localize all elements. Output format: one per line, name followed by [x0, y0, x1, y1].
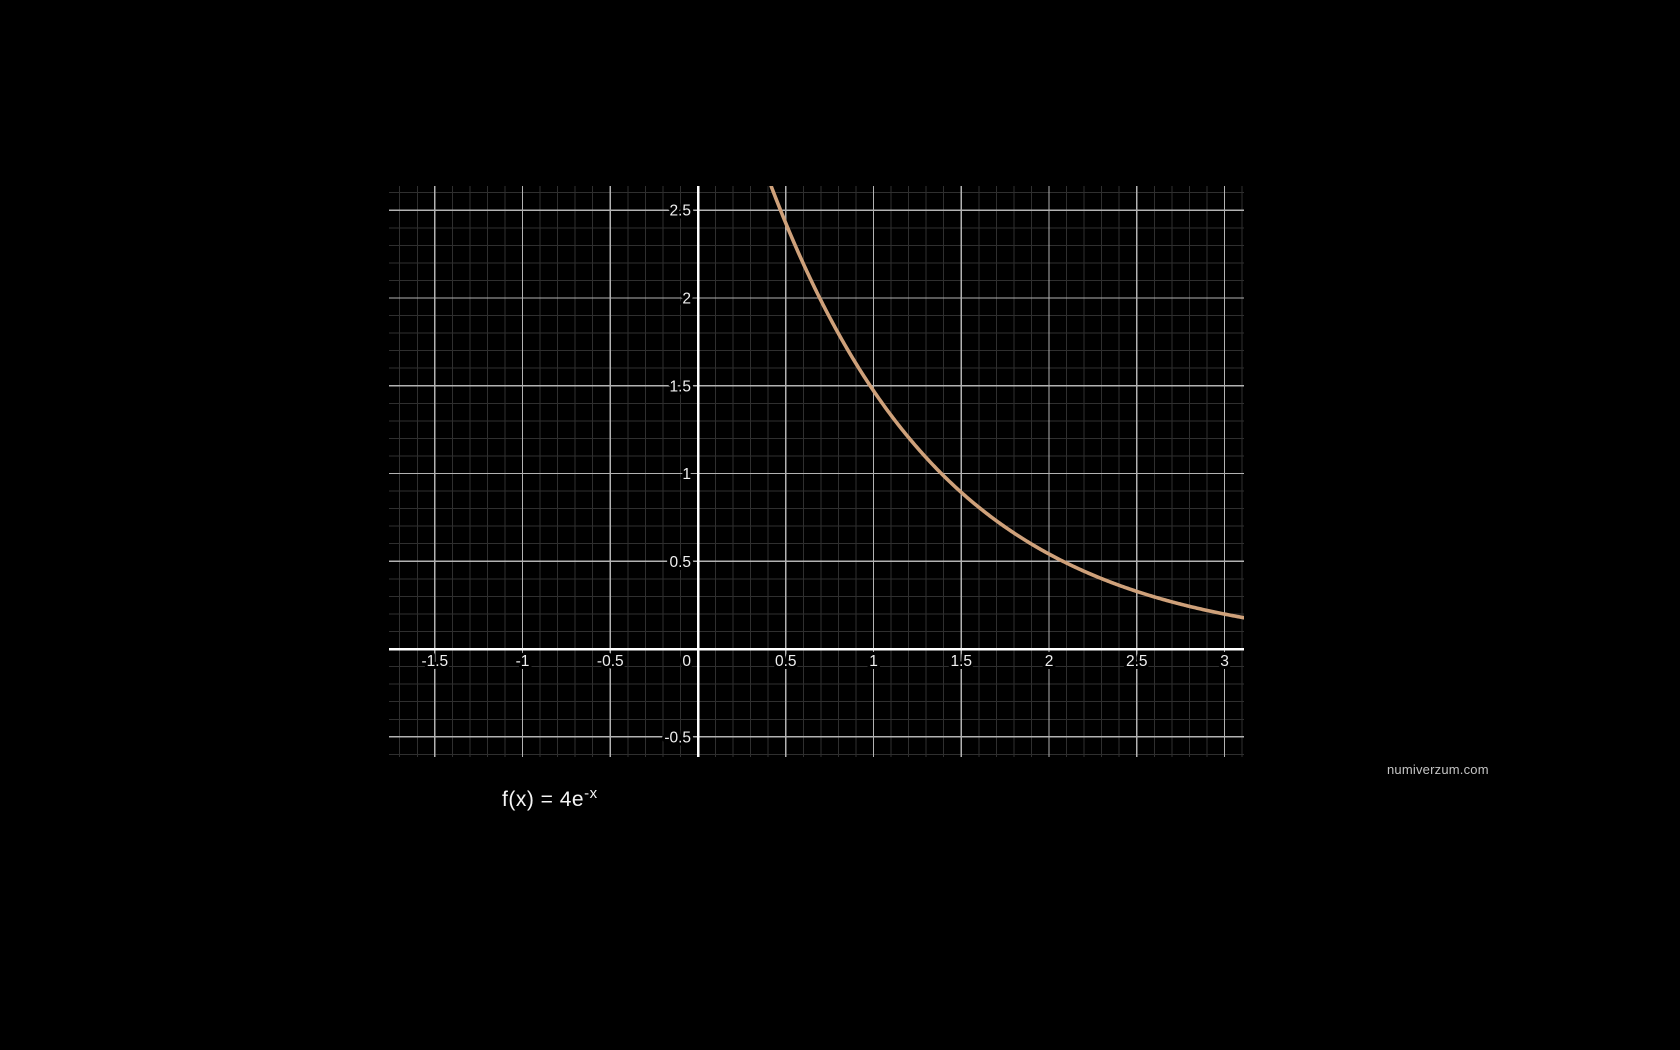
y-tick-label: 2.5 — [669, 203, 691, 220]
axis-tick-labels: -1.5 -1 -0.5 0 0.5 1 1.5 2 2.5 3 2.5 2 1.5 1 0.5 -0.5 — [418, 200, 1231, 750]
x-tick-label: -1 — [516, 653, 530, 670]
curve-line — [769, 186, 1244, 620]
x-tick-label: 2.5 — [1126, 653, 1148, 670]
x-tick-label: 1.5 — [951, 653, 973, 670]
y-tick-label: -0.5 — [664, 729, 691, 746]
function-label-main: f(x) = 4e — [502, 788, 585, 811]
y-tick-label: 1 — [682, 466, 691, 483]
x-tick-label: 2 — [1045, 653, 1054, 670]
x-tick-label: -0.5 — [597, 653, 624, 670]
function-label-exponent: -x — [584, 785, 598, 802]
x-tick-label: 3 — [1220, 653, 1229, 670]
x-tick-label: -1.5 — [421, 653, 448, 670]
minor-gridlines — [389, 186, 1244, 757]
watermark: numiverzum.com — [1387, 762, 1489, 777]
y-tick-label: 2 — [682, 290, 691, 307]
function-label: f(x) = 4e-x — [502, 785, 598, 812]
y-tick-label: 1.5 — [669, 378, 691, 395]
coordinate-axes — [389, 186, 1244, 757]
major-gridlines — [389, 186, 1244, 757]
function-plot: -1.5 -1 -0.5 0 0.5 1 1.5 2 2.5 3 2.5 2 1.5 1 0.5 -0.5 — [389, 186, 1244, 757]
y-tick-label: 0.5 — [669, 554, 691, 571]
graph-area: -1.5 -1 -0.5 0 0.5 1 1.5 2 2.5 3 2.5 2 1.5 1 0.5 -0.5 — [389, 186, 1244, 757]
x-tick-label: 0.5 — [775, 653, 797, 670]
exponential-curve — [769, 186, 1244, 620]
x-tick-label: 1 — [869, 653, 878, 670]
x-tick-label: 0 — [682, 653, 691, 670]
